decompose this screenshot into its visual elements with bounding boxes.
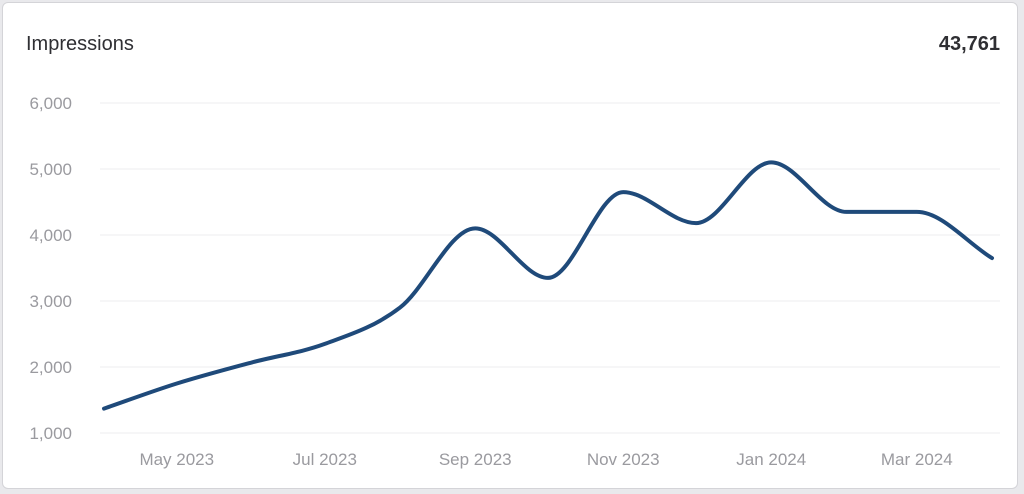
- impressions-card: Impressions 43,761: [2, 2, 1018, 489]
- x-tick-label: Jan 2024: [736, 450, 806, 469]
- y-tick-label: 3,000: [29, 292, 72, 311]
- x-tick-label: Nov 2023: [587, 450, 660, 469]
- y-tick-label: 4,000: [29, 226, 72, 245]
- y-tick-label: 5,000: [29, 160, 72, 179]
- impressions-line: [102, 160, 994, 411]
- x-tick-label: Mar 2024: [881, 450, 953, 469]
- chart-title: Impressions: [26, 33, 134, 55]
- x-tick-label: May 2023: [139, 450, 214, 469]
- y-tick-label: 6,000: [29, 94, 72, 113]
- y-tick-label: 1,000: [29, 424, 72, 443]
- x-tick-label: Jul 2023: [293, 450, 357, 469]
- x-tick-label: Sep 2023: [439, 450, 512, 469]
- total-value: 43,761: [938, 33, 1000, 55]
- y-tick-label: 2,000: [29, 358, 72, 377]
